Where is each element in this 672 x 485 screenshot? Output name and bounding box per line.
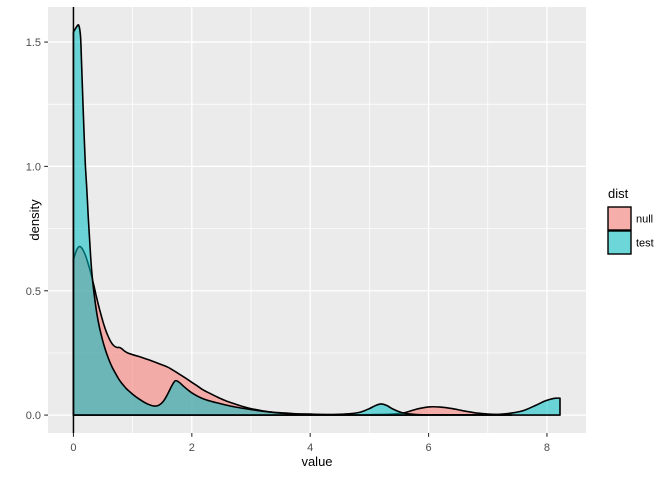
legend-title: dist (608, 186, 629, 201)
x-axis-title: value (301, 454, 332, 469)
y-axis-title: density (27, 199, 42, 241)
legend-label-null: null (636, 214, 653, 226)
x-tick-label: 0 (70, 442, 76, 454)
y-tick-label: 0.0 (26, 410, 41, 422)
y-tick-label: 0.5 (26, 286, 41, 298)
legend-key-null (607, 206, 632, 231)
x-tick-label: 6 (426, 442, 432, 454)
legend-label-test: test (636, 238, 654, 250)
y-tick-label: 1.5 (26, 37, 41, 49)
x-tick-label: 4 (307, 442, 313, 454)
x-tick-label: 2 (189, 442, 195, 454)
density-area-test (72, 23, 561, 416)
x-tick-label: 8 (544, 442, 550, 454)
y-tick-label: 1.0 (26, 161, 41, 173)
legend-key-test (607, 230, 632, 255)
